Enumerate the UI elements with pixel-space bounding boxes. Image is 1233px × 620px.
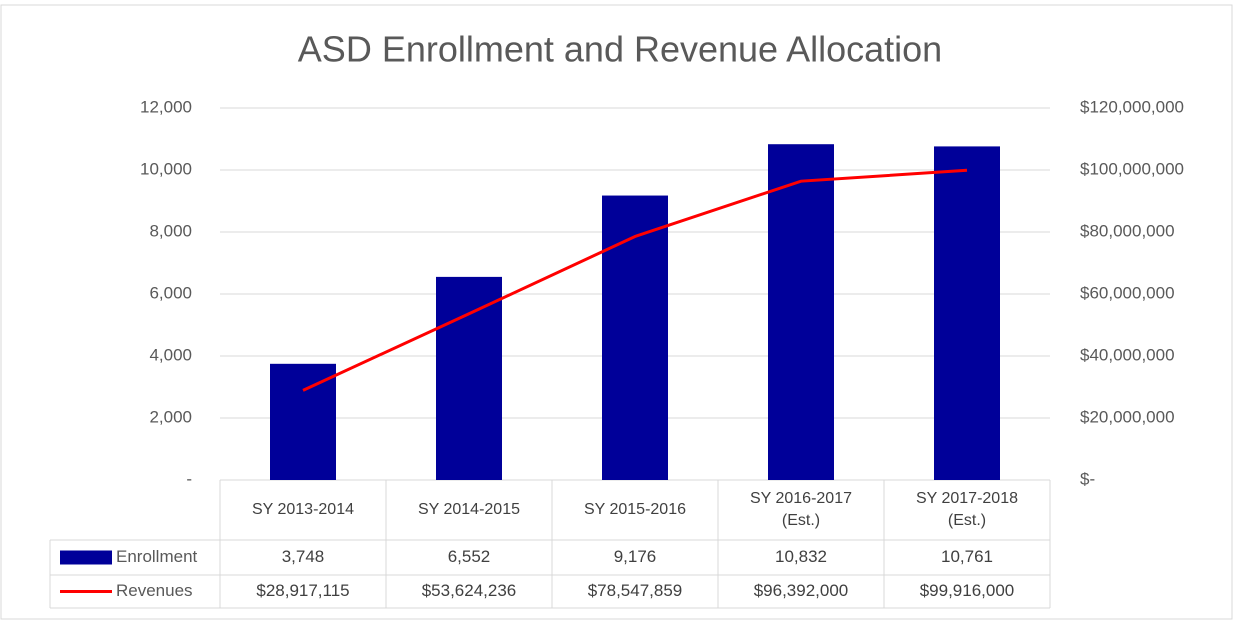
legend-key [60, 550, 112, 565]
table-value: 3,748 [282, 547, 325, 566]
table-value: $53,624,236 [422, 581, 517, 600]
y-tick-label: 12,000 [140, 97, 192, 116]
x-tick-label: SY 2014-2015 [417, 501, 520, 518]
y2-tick-label: $60,000,000 [1080, 283, 1175, 302]
line [302, 168, 968, 392]
y-tick-label: 2,000 [149, 407, 192, 426]
table-value: 10,761 [941, 547, 993, 566]
x-tick-label: SY 2013-2014 [251, 501, 354, 518]
y-tick-label: - [186, 469, 192, 488]
bar [270, 363, 336, 480]
y2-tick-label: $40,000,000 [1080, 345, 1175, 364]
bar [768, 144, 834, 480]
y2-tick-label: $100,000,000 [1080, 159, 1184, 178]
y2-tick-label: $120,000,000 [1080, 97, 1184, 116]
x-tick-label: SY 2017-2018 (Est.) [915, 490, 1018, 529]
legend-label: Enrollment [116, 547, 198, 566]
y2-tick-label: $- [1080, 469, 1095, 488]
table-value: $99,916,000 [920, 581, 1015, 600]
table-value: $28,917,115 [256, 581, 349, 600]
bar [934, 146, 1000, 480]
table-value: 10,832 [775, 547, 827, 566]
y-tick-label: 4,000 [149, 345, 192, 364]
y-tick-label: 10,000 [140, 159, 192, 178]
bar [602, 195, 668, 480]
x-tick-label: SY 2016-2017 (Est.) [749, 490, 852, 529]
y-tick-label: 6,000 [149, 283, 192, 302]
chart-title: ASD Enrollment and Revenue Allocation [298, 29, 942, 70]
table-value: 9,176 [614, 547, 657, 566]
y2-tick-label: $80,000,000 [1080, 221, 1175, 240]
y2-tick-label: $20,000,000 [1080, 407, 1175, 426]
y-tick-label: 8,000 [149, 221, 192, 240]
chart-border [0, 4, 1233, 620]
legend-label: Revenues [116, 581, 193, 600]
table-value: 6,552 [448, 547, 491, 566]
table-value: $96,392,000 [754, 581, 849, 600]
table-value: $78,547,859 [588, 581, 683, 600]
bar [436, 276, 502, 480]
x-tick-label: SY 2015-2016 [583, 501, 686, 518]
